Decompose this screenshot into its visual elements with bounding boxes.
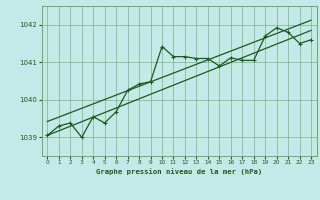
X-axis label: Graphe pression niveau de la mer (hPa): Graphe pression niveau de la mer (hPa) <box>96 168 262 175</box>
